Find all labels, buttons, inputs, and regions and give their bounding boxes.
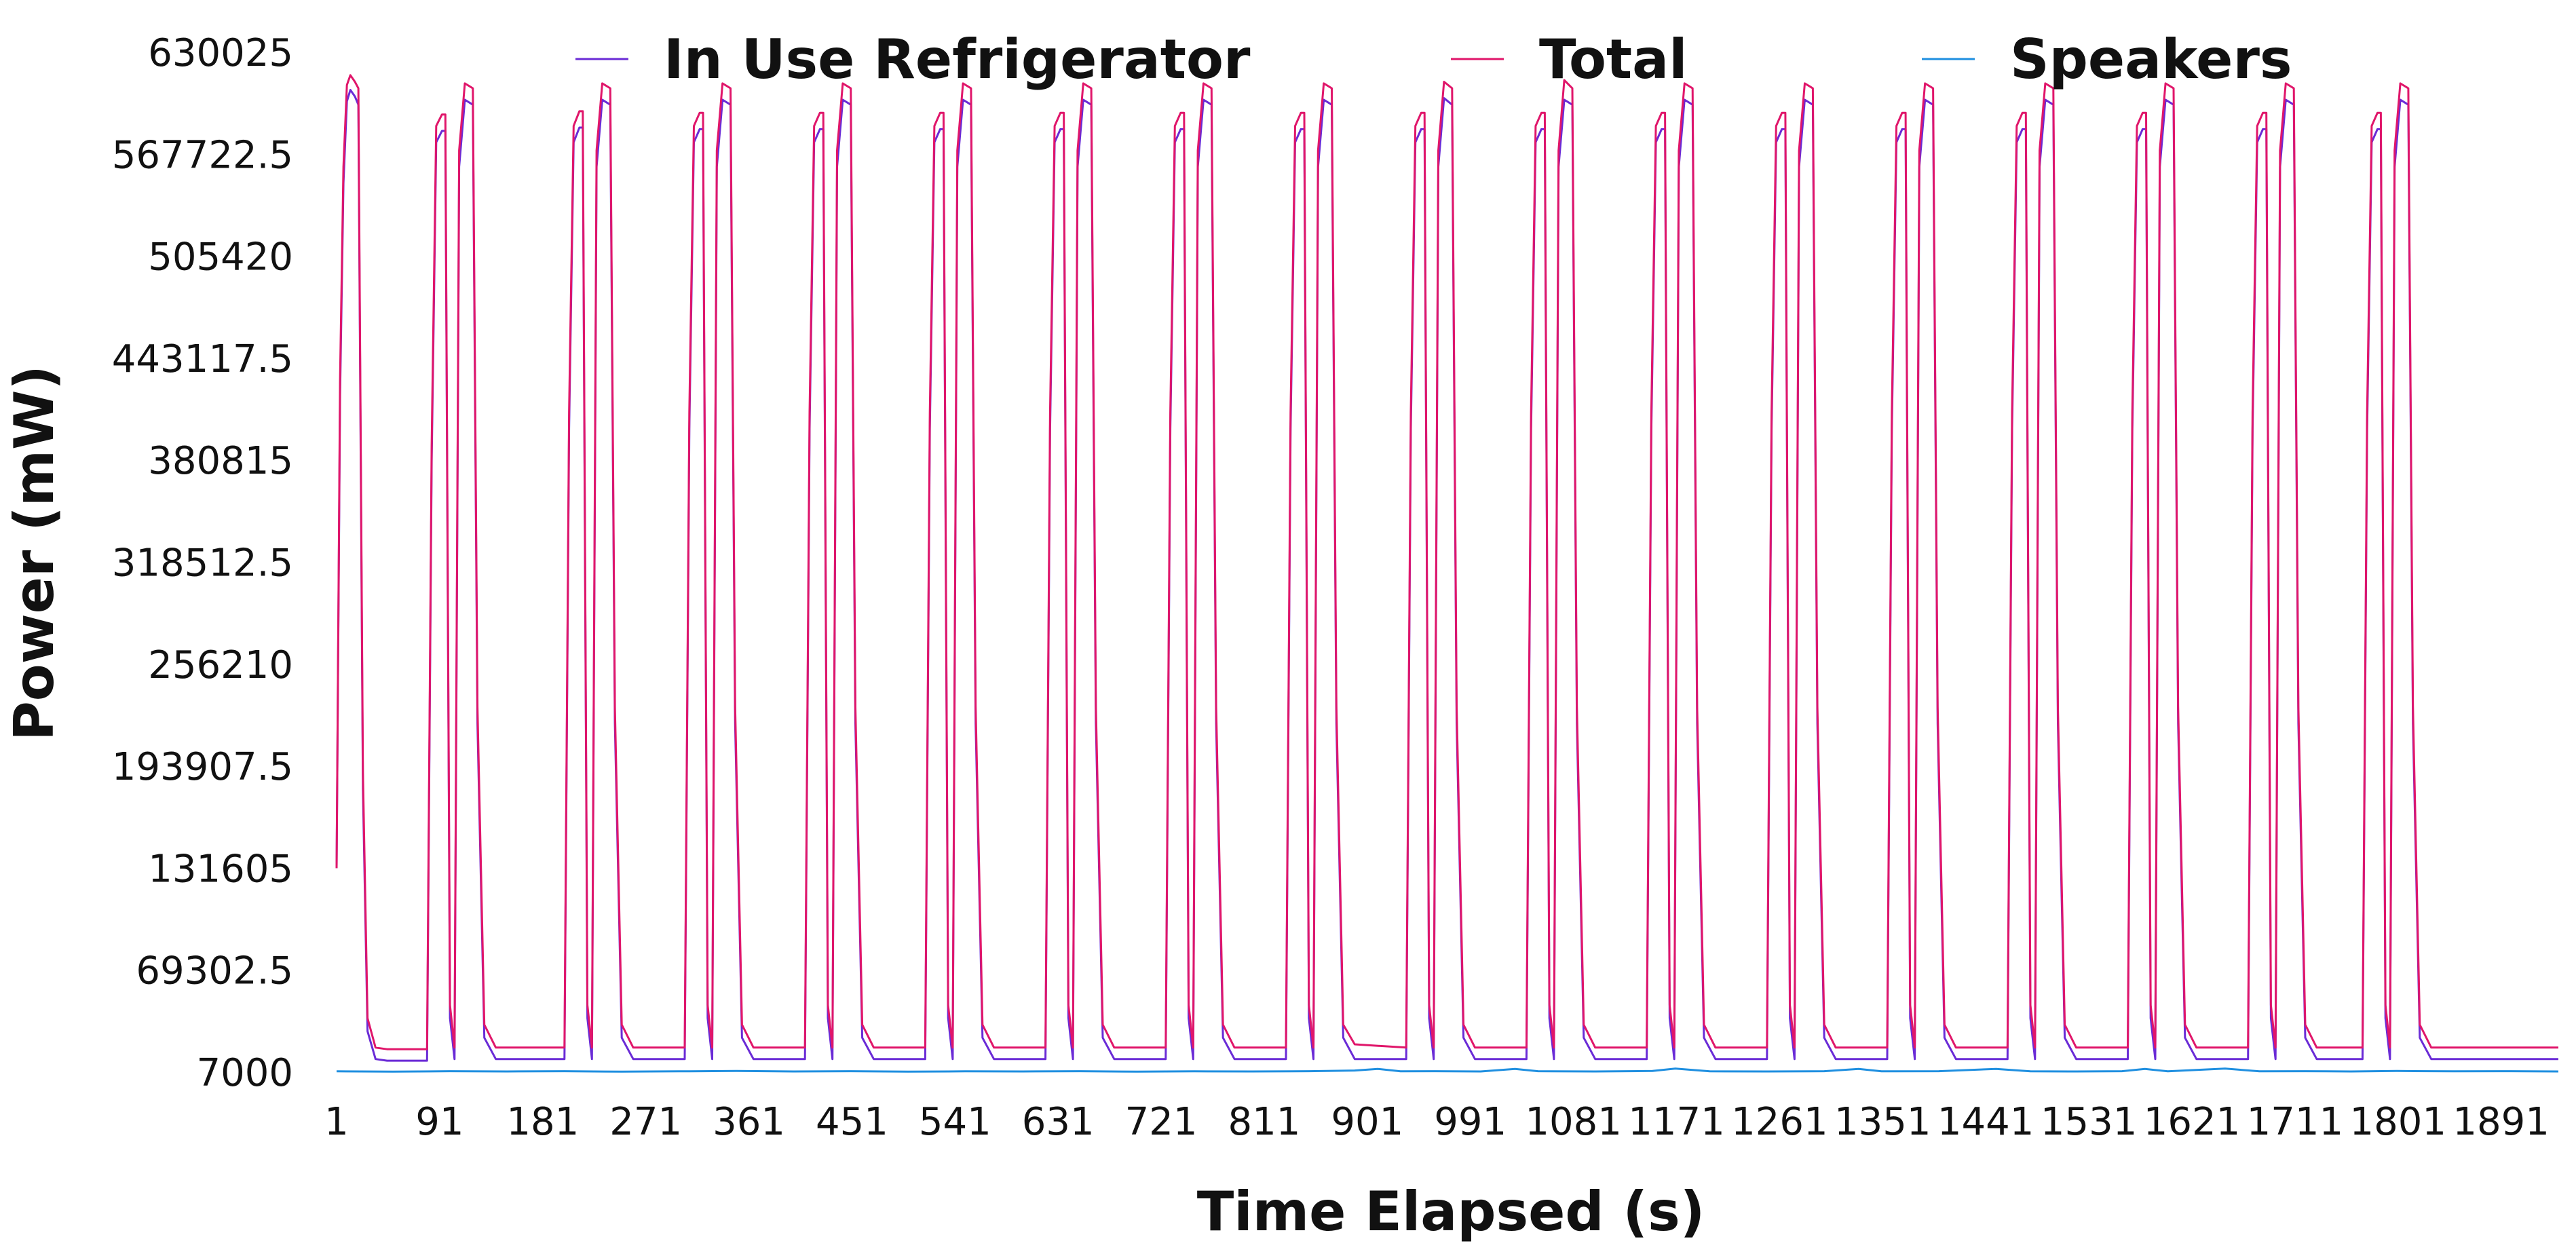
- legend-label: Speakers: [2010, 28, 2292, 91]
- x-tick-label: 991: [1434, 1100, 1507, 1144]
- y-tick-label: 630025: [148, 31, 293, 75]
- y-axis-title: Power (mW): [3, 365, 66, 741]
- x-tick-label: 361: [713, 1100, 785, 1144]
- x-tick-label: 271: [609, 1100, 682, 1144]
- x-axis-title: Time Elapsed (s): [1197, 1180, 1705, 1243]
- y-tick-label: 505420: [148, 235, 293, 280]
- y-tick-label: 318512.5: [112, 542, 293, 586]
- x-tick-label: 1711: [2247, 1100, 2344, 1144]
- x-tick-label: 1351: [1834, 1100, 1931, 1144]
- series-lines: [335, 74, 2559, 1073]
- legend: In Use Refrigerator Total Speakers: [575, 28, 2292, 91]
- y-tick-label: 69302.5: [136, 949, 293, 993]
- series-line-in-use-refrigerator: [335, 89, 2558, 1062]
- x-tick-label: 631: [1022, 1100, 1095, 1144]
- y-tick-label: 567722.5: [112, 133, 293, 177]
- x-tick-label: 1: [324, 1100, 349, 1144]
- x-tick-label: 901: [1331, 1100, 1403, 1144]
- x-tick-label: 541: [919, 1100, 991, 1144]
- y-axis-ticks: 630025 567722.5 505420 443117.5 380815 318512…: [112, 31, 293, 1095]
- x-tick-label: 1171: [1628, 1100, 1725, 1144]
- y-tick-label: 7000: [196, 1051, 293, 1095]
- series-line-speakers: [336, 1067, 2559, 1073]
- y-tick-label: 380815: [148, 439, 293, 483]
- x-tick-label: 1621: [2144, 1100, 2241, 1144]
- x-tick-label: 721: [1125, 1100, 1198, 1144]
- x-tick-label: 451: [816, 1100, 888, 1144]
- y-tick-label: 256210: [148, 643, 293, 687]
- x-tick-label: 811: [1228, 1100, 1301, 1144]
- x-tick-label: 1891: [2452, 1100, 2550, 1144]
- y-tick-label: 443117.5: [112, 337, 293, 381]
- series-line-total: [335, 74, 2558, 1050]
- y-tick-label: 131605: [148, 847, 293, 891]
- x-tick-label: 1081: [1525, 1100, 1622, 1144]
- x-tick-label: 1261: [1731, 1100, 1828, 1144]
- x-tick-label: 91: [415, 1100, 463, 1144]
- x-tick-label: 181: [506, 1100, 579, 1144]
- legend-label: In Use Refrigerator: [664, 28, 1251, 91]
- x-tick-label: 1801: [2349, 1100, 2446, 1144]
- x-axis-ticks: 1 91 181 271 361 451 541 631 721 811 901 991 1081 117…: [324, 1100, 2550, 1144]
- x-tick-label: 1441: [1937, 1100, 2034, 1144]
- legend-label: Total: [1539, 28, 1688, 91]
- x-tick-label: 1531: [2041, 1100, 2138, 1144]
- y-tick-label: 193907.5: [112, 745, 293, 789]
